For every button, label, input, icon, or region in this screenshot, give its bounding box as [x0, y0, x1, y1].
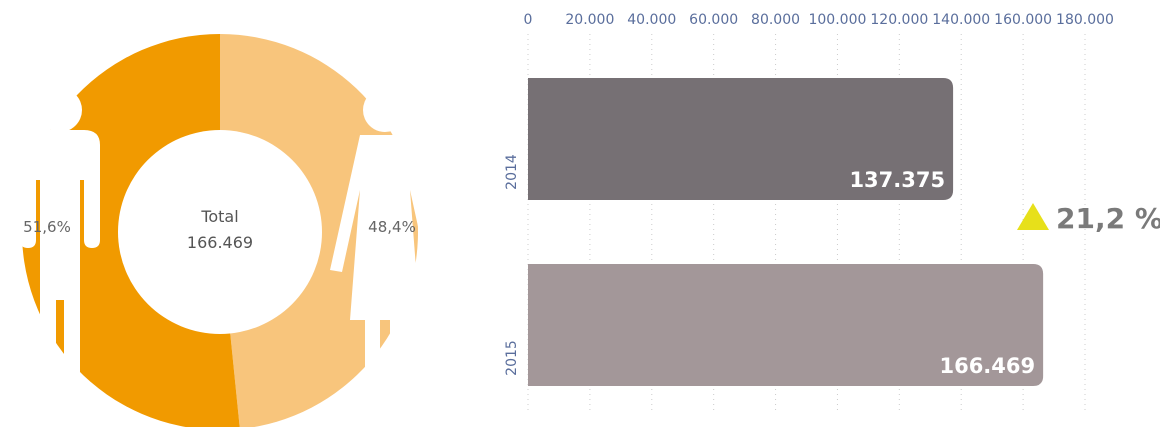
donut-center-label: Total — [200, 207, 238, 226]
x-tick-label: 20.000 — [565, 12, 614, 28]
category-labels: 2014 2015 — [504, 154, 520, 376]
bar-value-label: 137.375 — [849, 168, 945, 192]
donut-chart: Total 166.469 51,6% 48,4% — [20, 34, 440, 427]
x-tick-label: 0 — [524, 12, 533, 28]
man-icon — [20, 88, 100, 420]
x-tick-label: 100.000 — [808, 12, 866, 28]
category-label: 2014 — [504, 154, 520, 190]
x-axis-ticks: 0 20.000 40.000 60.000 80.000 100.000 120.000 1… — [524, 12, 1114, 28]
x-tick-label: 60.000 — [689, 12, 738, 28]
change-value: 21,2 % — [1056, 202, 1160, 235]
slice-label-women: 48,4% — [368, 218, 416, 236]
donut-hole — [118, 130, 322, 334]
x-tick-label: 160.000 — [994, 12, 1052, 28]
x-tick-label: 140.000 — [932, 12, 990, 28]
x-tick-label: 80.000 — [751, 12, 800, 28]
slice-label-men: 51,6% — [23, 218, 71, 236]
x-tick-label: 40.000 — [627, 12, 676, 28]
bar-2014 — [528, 78, 954, 200]
donut-center-value: 166.469 — [187, 233, 253, 252]
bars: 137.375 166.469 — [528, 78, 1044, 386]
bar-2015 — [528, 264, 1044, 386]
x-tick-label: 180.000 — [1056, 12, 1114, 28]
woman-icon — [330, 88, 440, 420]
x-tick-label: 120.000 — [870, 12, 928, 28]
up-arrow-icon — [1017, 203, 1049, 230]
bar-chart: 0 20.000 40.000 60.000 80.000 100.000 120.000 1… — [504, 12, 1160, 410]
category-label: 2015 — [504, 340, 520, 376]
bar-value-label: 166.469 — [939, 354, 1035, 378]
change-indicator: 21,2 % — [1017, 202, 1160, 235]
